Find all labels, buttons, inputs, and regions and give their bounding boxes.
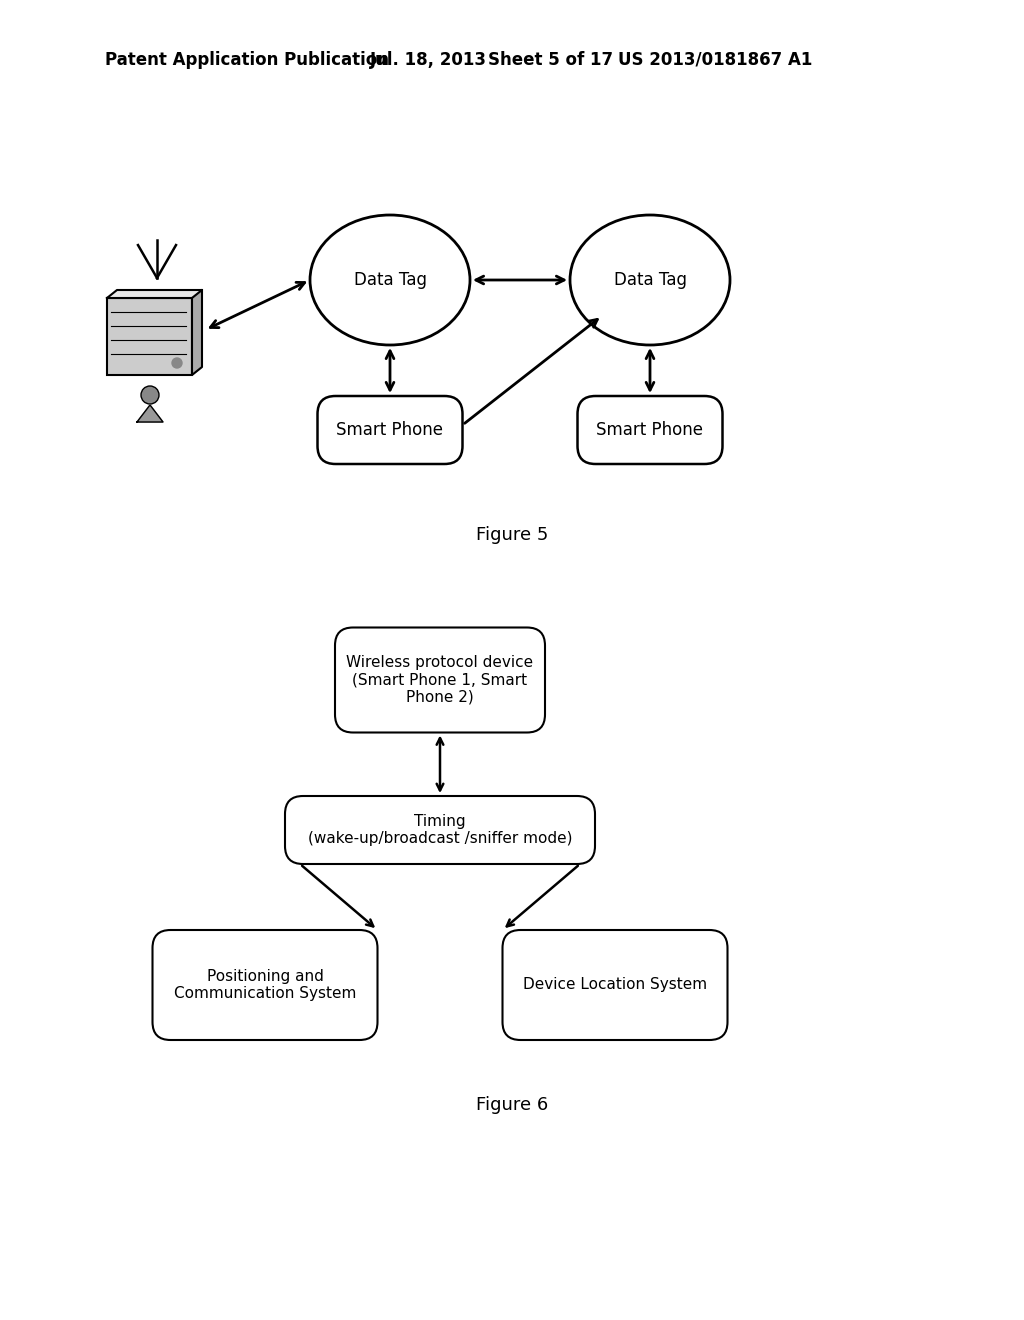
Text: US 2013/0181867 A1: US 2013/0181867 A1 — [618, 51, 812, 69]
Text: Patent Application Publication: Patent Application Publication — [105, 51, 389, 69]
FancyBboxPatch shape — [578, 396, 723, 465]
Ellipse shape — [310, 215, 470, 345]
Text: Sheet 5 of 17: Sheet 5 of 17 — [488, 51, 613, 69]
Circle shape — [172, 358, 182, 368]
Text: Data Tag: Data Tag — [613, 271, 686, 289]
FancyBboxPatch shape — [153, 931, 378, 1040]
Text: Jul. 18, 2013: Jul. 18, 2013 — [370, 51, 487, 69]
Ellipse shape — [570, 215, 730, 345]
Text: Figure 5: Figure 5 — [476, 525, 548, 544]
Text: Figure 6: Figure 6 — [476, 1096, 548, 1114]
Polygon shape — [106, 290, 202, 298]
Circle shape — [141, 385, 159, 404]
Text: Data Tag: Data Tag — [353, 271, 427, 289]
Text: Smart Phone: Smart Phone — [337, 421, 443, 440]
FancyBboxPatch shape — [285, 796, 595, 865]
FancyBboxPatch shape — [317, 396, 463, 465]
Polygon shape — [137, 405, 163, 422]
Text: Smart Phone: Smart Phone — [597, 421, 703, 440]
Text: Timing
(wake-up/broadcast /sniffer mode): Timing (wake-up/broadcast /sniffer mode) — [308, 814, 572, 846]
FancyBboxPatch shape — [335, 627, 545, 733]
Text: Device Location System: Device Location System — [523, 978, 707, 993]
FancyBboxPatch shape — [503, 931, 727, 1040]
Text: Wireless protocol device
(Smart Phone 1, Smart
Phone 2): Wireless protocol device (Smart Phone 1,… — [346, 655, 534, 705]
Polygon shape — [193, 290, 202, 375]
FancyBboxPatch shape — [106, 298, 193, 375]
Text: Positioning and
Communication System: Positioning and Communication System — [174, 969, 356, 1001]
